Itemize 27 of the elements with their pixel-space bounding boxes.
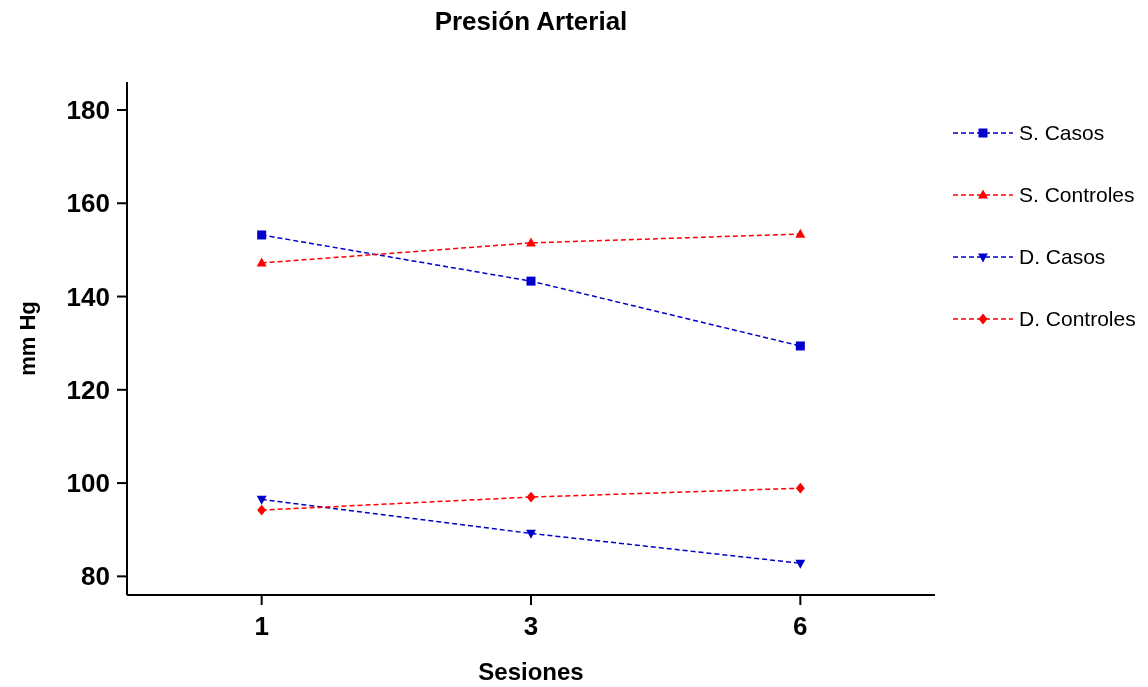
chart-title: Presión Arterial [434,6,628,36]
y-tick-label: 100 [66,468,110,499]
point [795,228,806,238]
x-tick-label: 6 [793,611,808,641]
legend-label: D. Controles [1019,307,1136,331]
point [256,495,267,505]
legend-label: S. Controles [1019,183,1135,207]
point [526,529,536,539]
point [795,482,805,494]
legend-label: S. Casos [1019,121,1105,145]
point [526,276,536,286]
point [257,230,267,240]
legend-label: D. Casos [1019,245,1106,269]
point [257,504,267,516]
y-tick-label: 80 [81,561,110,592]
x-axis-title: Sesiones [478,658,584,685]
point [256,257,267,267]
y-tick-label: 160 [66,188,110,219]
y-tick-label: 140 [66,281,110,312]
point [795,559,806,569]
y-tick-label: 180 [66,95,110,126]
x-tick-label: 3 [523,611,539,641]
point [526,491,536,503]
point [795,341,805,351]
x-tick-label: 1 [254,611,269,641]
y-tick-label: 120 [66,374,110,405]
y-axis-title: mm Hg [15,301,40,376]
